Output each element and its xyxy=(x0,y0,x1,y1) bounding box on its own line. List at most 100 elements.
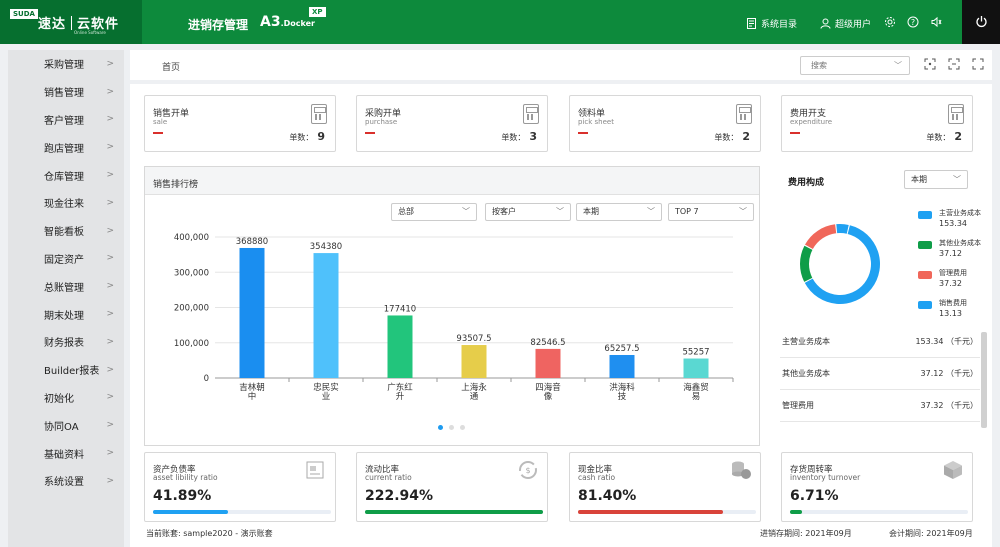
bar-value-label: 82546.5 xyxy=(530,338,565,348)
speaker-icon[interactable] xyxy=(930,16,942,28)
legend-value: 13.13 xyxy=(939,309,962,318)
focus-icon[interactable] xyxy=(924,58,936,70)
svg-text:?: ? xyxy=(911,18,915,27)
chevron-down-icon: ﹀ xyxy=(556,207,564,216)
gear-icon[interactable] xyxy=(884,16,896,28)
sidebar-item-label: 采购管理 xyxy=(44,60,84,72)
group-by-select[interactable]: 按客户 ﹀ xyxy=(485,203,571,221)
y-tick-label: 100,000 xyxy=(174,339,209,349)
help-icon[interactable]: ? xyxy=(907,16,919,28)
legend-swatch xyxy=(918,211,932,219)
page-dot-active[interactable] xyxy=(438,425,443,430)
sidebar-item[interactable]: 协同OA > xyxy=(8,411,124,439)
document-icon xyxy=(747,18,756,29)
bar[interactable] xyxy=(239,247,265,378)
ratio-subtitle: inventory turnover xyxy=(790,473,861,482)
legend-value: 153.34 xyxy=(939,219,967,228)
expense-period-select[interactable]: 本期 ﹀ xyxy=(904,170,968,189)
expense-list: 主营业务成本 153.34 （千元） 其他业务成本 37.12 （千元） 管理费用 37.… xyxy=(780,326,980,422)
ratio-progress-fill xyxy=(790,510,802,514)
sidebar-item-label: 系统设置 xyxy=(44,477,84,489)
legend-value: 37.32 xyxy=(939,279,962,288)
ratio-card[interactable]: 现金比率 cash ratio 81.40% xyxy=(569,452,761,522)
x-tick-label: 广东红 xyxy=(387,382,413,393)
x-tick-label: 通 xyxy=(470,391,479,402)
ratio-card[interactable]: 资产负债率 asset libility ratio 41.89% xyxy=(144,452,336,522)
legend-item[interactable]: 销售费用 13.13 xyxy=(918,298,992,328)
y-tick-label: 0 xyxy=(204,374,209,384)
sidebar-item[interactable]: 财务报表 > xyxy=(8,328,124,356)
page-dot[interactable] xyxy=(460,425,465,430)
sidebar-item[interactable]: 初始化 > xyxy=(8,384,124,412)
search-input[interactable] xyxy=(800,56,910,75)
ratio-card[interactable]: 流动比率 current ratio 222.94% $ xyxy=(356,452,548,522)
donut-slice[interactable] xyxy=(804,224,837,250)
bar[interactable] xyxy=(535,348,561,378)
sidebar-item[interactable]: 跑店管理 > xyxy=(8,133,124,161)
ratio-card[interactable]: 存货周转率 inventory turnover 6.71% xyxy=(781,452,973,522)
ratio-subtitle: cash ratio xyxy=(578,473,616,482)
page-dot[interactable] xyxy=(449,425,454,430)
sidebar-item-label: 财务报表 xyxy=(44,338,84,350)
refresh-money-icon: $ xyxy=(519,461,537,479)
system-menu-button[interactable]: 系统目录 xyxy=(746,17,797,30)
bar[interactable] xyxy=(683,358,709,378)
donut-slice[interactable] xyxy=(836,224,849,234)
sidebar-item[interactable]: 仓库管理 > xyxy=(8,161,124,189)
legend-name: 其他业务成本 xyxy=(939,239,981,247)
sidebar-item[interactable]: 期末处理 > xyxy=(8,300,124,328)
card-count: 单数： 9 xyxy=(289,130,325,143)
tab-home[interactable]: 首页 xyxy=(162,63,181,73)
bar[interactable] xyxy=(387,315,413,378)
period-select[interactable]: 本期 ﹀ xyxy=(576,203,662,221)
sidebar-item[interactable]: 销售管理 > xyxy=(8,78,124,106)
sidebar-item[interactable]: 固定资产 > xyxy=(8,245,124,273)
bar-value-label: 93507.5 xyxy=(456,334,491,344)
expense-panel: 费用构成 本期 ﹀ 主营业务成本 153.34 其他业务成本 37.12 管理费用 37.3… xyxy=(780,166,992,446)
bar[interactable] xyxy=(609,354,635,378)
chevron-right-icon: > xyxy=(106,281,114,292)
scrollbar[interactable] xyxy=(981,332,987,428)
sidebar-item[interactable]: 智能看板 > xyxy=(8,217,124,245)
sidebar-item[interactable]: 总账管理 > xyxy=(8,272,124,300)
chevron-right-icon: > xyxy=(106,392,114,403)
order-card[interactable]: 采购开单 purchase 单数： 3 xyxy=(356,95,548,152)
card-title: 销售开单 xyxy=(153,109,190,119)
legend-item[interactable]: 其他业务成本 37.12 xyxy=(918,238,992,268)
shrink-icon[interactable] xyxy=(948,58,960,70)
power-button[interactable] xyxy=(962,0,1000,44)
donut-slice[interactable] xyxy=(800,245,813,282)
y-tick-label: 400,000 xyxy=(174,233,209,243)
legend-item[interactable]: 管理费用 37.32 xyxy=(918,268,992,298)
sidebar-item[interactable]: 采购管理 > xyxy=(8,50,124,78)
sidebar-item[interactable]: 系统设置 > xyxy=(8,467,124,495)
ratio-value: 222.94% xyxy=(365,488,434,504)
bar[interactable] xyxy=(461,345,487,378)
ratio-title: 存货周转率 xyxy=(790,465,833,475)
top-n-select[interactable]: TOP 7 ﹀ xyxy=(668,203,754,221)
x-tick-label: 忠民实 xyxy=(313,382,339,393)
logo[interactable]: SUDA 速达 云软件 Online Software xyxy=(0,0,142,44)
bar[interactable] xyxy=(313,253,339,378)
sidebar-item[interactable]: 客户管理 > xyxy=(8,106,124,134)
chevron-right-icon: > xyxy=(106,309,114,320)
fullscreen-icon[interactable] xyxy=(972,58,984,70)
user-label: 超级用户 xyxy=(835,20,872,30)
order-card[interactable]: 领料单 pick sheet 单数： 2 xyxy=(569,95,761,152)
user-menu-button[interactable]: 超级用户 xyxy=(820,17,871,30)
sidebar-item[interactable]: 现金往来 > xyxy=(8,189,124,217)
card-subtitle: purchase xyxy=(365,118,398,126)
legend-name: 主营业务成本 xyxy=(939,209,981,217)
sidebar-item[interactable]: Builder报表 > xyxy=(8,356,124,384)
sidebar-item[interactable]: 基础资料 > xyxy=(8,439,124,467)
order-card[interactable]: 销售开单 sale 单数： 9 xyxy=(144,95,336,152)
chevron-right-icon: > xyxy=(106,142,114,153)
calculator-icon xyxy=(523,104,539,124)
order-card[interactable]: 费用开支 expenditure 单数： 2 xyxy=(781,95,973,152)
branch-select[interactable]: 总部 ﹀ xyxy=(391,203,477,221)
svg-text:$: $ xyxy=(525,466,530,475)
legend-item[interactable]: 主营业务成本 153.34 xyxy=(918,208,992,238)
card-title: 领料单 xyxy=(578,109,606,119)
ratio-title: 流动比率 xyxy=(365,465,400,475)
card-subtitle: sale xyxy=(153,118,168,126)
